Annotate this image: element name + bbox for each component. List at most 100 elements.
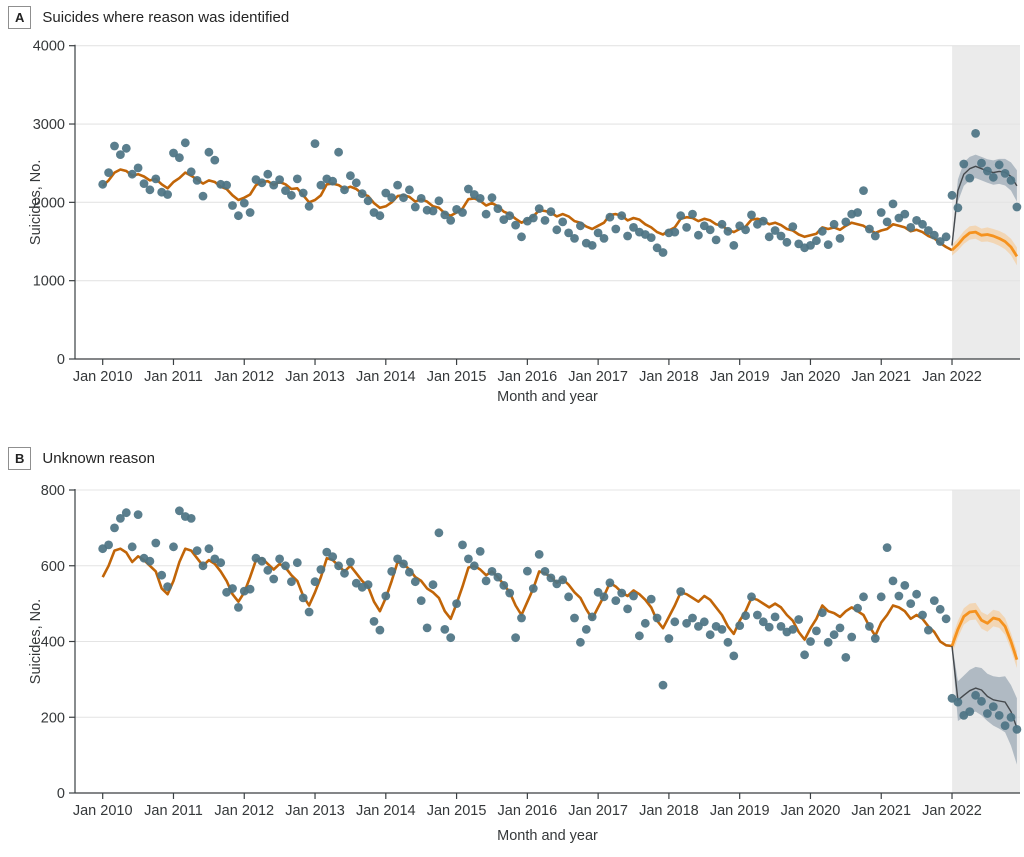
- x-tick-label: Jan 2018: [639, 369, 699, 385]
- data-point: [741, 611, 750, 621]
- data-point: [1006, 712, 1016, 722]
- data-point: [747, 592, 756, 602]
- data-point: [823, 637, 833, 647]
- data-point: [705, 225, 715, 235]
- x-tick-label: Jan 2011: [144, 369, 203, 385]
- panel-a-header: A Suicides where reason was identified: [8, 6, 289, 29]
- data-point: [304, 607, 314, 617]
- data-point: [929, 596, 939, 605]
- panel-b-label: B: [8, 447, 32, 470]
- data-point: [534, 204, 544, 214]
- x-tick-label: Jan 2019: [710, 369, 770, 385]
- x-tick-label: Jan 2010: [73, 369, 133, 385]
- data-point: [576, 221, 585, 231]
- data-point: [694, 622, 703, 631]
- data-point: [169, 542, 178, 552]
- data-point: [776, 622, 786, 631]
- data-point: [965, 173, 975, 183]
- data-point: [381, 188, 391, 198]
- data-point: [776, 231, 786, 241]
- data-point: [929, 230, 939, 240]
- data-point: [304, 201, 314, 211]
- data-point: [841, 653, 851, 662]
- data-point: [216, 558, 226, 568]
- data-point: [257, 178, 267, 188]
- data-point: [853, 208, 862, 217]
- data-point: [882, 543, 892, 552]
- y-tick-label: 200: [41, 710, 65, 726]
- fitted-trend-line: [101, 168, 953, 252]
- data-point: [918, 219, 927, 229]
- data-point: [658, 248, 668, 257]
- data-point: [340, 185, 349, 195]
- data-point: [363, 196, 373, 206]
- data-point: [623, 604, 632, 614]
- x-axis-title: Month and year: [497, 389, 598, 405]
- y-tick-label: 4000: [33, 39, 65, 55]
- data-point: [528, 584, 538, 593]
- data-point: [281, 186, 290, 196]
- data-point: [717, 219, 727, 229]
- x-tick-label: Jan 2018: [639, 803, 699, 819]
- data-point: [688, 209, 697, 219]
- data-point: [593, 228, 603, 238]
- data-point: [316, 180, 326, 190]
- data-point: [334, 147, 343, 157]
- data-point: [605, 212, 615, 222]
- data-point: [446, 633, 456, 643]
- data-point: [705, 630, 715, 640]
- data-point: [682, 223, 691, 232]
- x-tick-label: Jan 2017: [568, 803, 628, 819]
- data-point: [1000, 721, 1010, 730]
- data-point: [906, 223, 916, 232]
- data-point: [257, 556, 267, 566]
- data-point: [782, 237, 792, 247]
- data-point: [747, 210, 756, 220]
- data-point: [351, 178, 361, 188]
- data-point: [876, 208, 886, 217]
- data-point: [918, 610, 927, 620]
- data-point: [192, 176, 202, 185]
- data-point: [552, 225, 562, 235]
- data-point: [947, 190, 957, 200]
- data-point: [971, 690, 980, 700]
- data-point: [652, 613, 662, 623]
- data-point: [357, 189, 367, 199]
- data-point: [935, 604, 945, 614]
- data-point: [505, 211, 515, 221]
- x-tick-label: Jan 2011: [144, 803, 203, 819]
- data-point: [287, 577, 296, 587]
- data-point: [676, 211, 686, 221]
- data-point: [428, 206, 438, 216]
- x-tick-label: Jan 2016: [498, 369, 558, 385]
- data-point: [310, 139, 320, 149]
- data-point: [865, 224, 874, 234]
- data-point: [104, 168, 113, 178]
- data-point: [817, 608, 827, 618]
- panel-b-title: Unknown reason: [42, 450, 155, 467]
- y-tick-label: 0: [57, 786, 65, 802]
- data-point: [499, 581, 509, 590]
- data-point: [847, 632, 857, 642]
- data-point: [658, 680, 668, 690]
- data-point: [806, 241, 815, 250]
- data-point: [275, 554, 284, 564]
- data-point: [440, 625, 450, 634]
- data-point: [617, 211, 627, 221]
- y-tick-label: 3000: [33, 117, 65, 133]
- data-point: [599, 234, 609, 243]
- data-point: [133, 163, 143, 173]
- data-point: [912, 589, 921, 599]
- data-point: [387, 567, 397, 576]
- data-point: [511, 220, 520, 230]
- data-point: [387, 193, 397, 203]
- panel-a-label: A: [8, 6, 32, 29]
- data-point: [145, 185, 155, 195]
- data-point: [764, 622, 774, 632]
- data-point: [581, 625, 591, 634]
- data-point: [629, 223, 638, 232]
- data-point: [770, 612, 780, 622]
- data-point: [175, 506, 184, 516]
- data-point: [104, 540, 113, 550]
